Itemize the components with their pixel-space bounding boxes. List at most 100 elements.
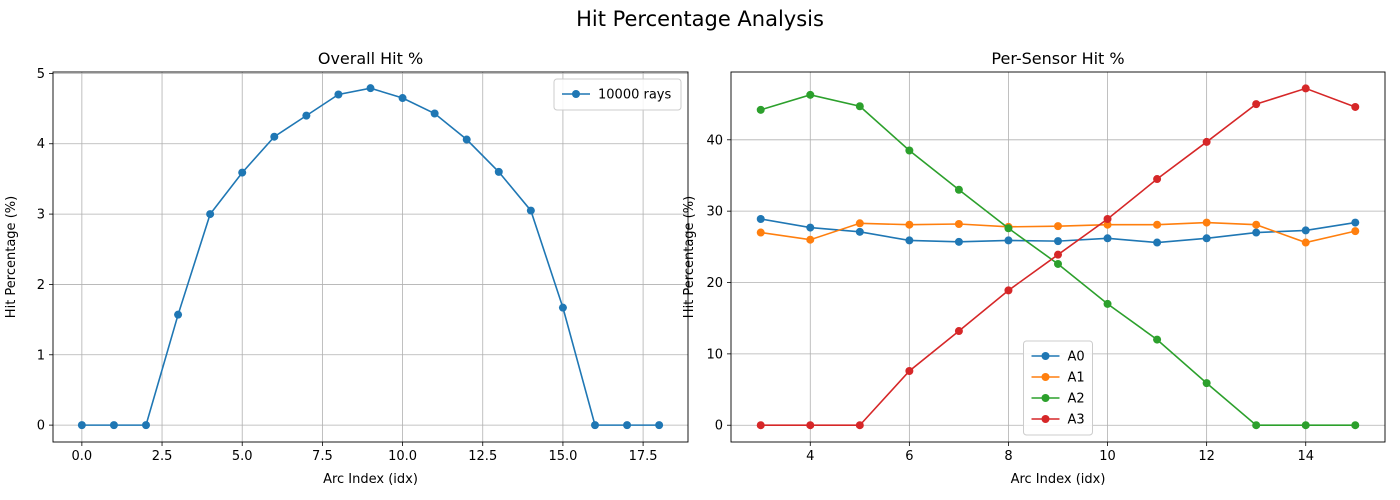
- legend-label: A2: [1068, 392, 1085, 407]
- data-point: [1202, 379, 1211, 388]
- plot-frame: [52, 71, 689, 443]
- data-point: [1301, 226, 1310, 235]
- data-point: [1153, 220, 1162, 229]
- legend-label: 10000 rays: [598, 88, 671, 103]
- legend-marker: [1041, 394, 1050, 402]
- data-point: [558, 303, 567, 312]
- y-axis-label: Hit Percentage (%): [682, 196, 697, 318]
- data-point: [1153, 238, 1162, 247]
- data-point: [855, 219, 864, 228]
- legend-box: [1023, 340, 1093, 436]
- y-tick-label: 0: [37, 419, 45, 434]
- data-point: [806, 90, 815, 99]
- data-point: [1202, 218, 1211, 227]
- data-point: [905, 366, 914, 375]
- data-point: [1351, 421, 1360, 430]
- data-point: [1252, 228, 1261, 237]
- data-point: [142, 421, 151, 430]
- x-tick-label: 12.5: [468, 449, 497, 464]
- x-tick-label: 7.5: [312, 449, 333, 464]
- data-point: [1103, 234, 1112, 243]
- x-tick-label: 0.0: [72, 449, 93, 464]
- data-point: [756, 228, 765, 237]
- data-point: [1153, 175, 1162, 184]
- data-point: [494, 167, 503, 176]
- data-point: [655, 421, 664, 430]
- y-tick-label: 3: [37, 208, 45, 223]
- y-tick-label: 0: [715, 419, 723, 434]
- data-point: [77, 421, 86, 430]
- data-point: [954, 185, 963, 194]
- data-point: [1004, 286, 1013, 295]
- data-point: [1252, 100, 1261, 109]
- data-point: [1351, 102, 1360, 111]
- data-point: [270, 132, 279, 141]
- data-point: [1252, 421, 1261, 430]
- legend: A0 A1 A2 A3: [1023, 340, 1093, 436]
- data-point: [1202, 137, 1211, 146]
- data-point: [905, 220, 914, 229]
- chart-overall-hit: 0.0 2.5 5.0 7.5 10.0 12.5 15.0 17.5 0 1 2 3 4 5 Overal…: [4, 49, 689, 487]
- y-tick-label: 20: [706, 276, 723, 291]
- data-point: [526, 206, 535, 215]
- series-line-10000-rays: [81, 87, 660, 426]
- chart-title: Overall Hit %: [318, 49, 423, 68]
- x-tick-label: 14: [1297, 449, 1314, 464]
- x-tick-label: 4: [806, 449, 814, 464]
- data-point: [806, 235, 815, 244]
- data-point: [1301, 421, 1310, 430]
- data-point: [430, 109, 439, 118]
- chart-per-sensor-hit: 4 6 8 10 12 14 0 10 20 30 40 Per-Sensor Hit % Arc In…: [682, 49, 1386, 487]
- data-point: [109, 421, 118, 430]
- data-point: [366, 84, 375, 93]
- data-point: [855, 421, 864, 430]
- data-point: [174, 310, 183, 319]
- y-tick-label: 4: [37, 137, 45, 152]
- data-point: [238, 168, 247, 177]
- data-point: [1301, 238, 1310, 247]
- legend-box: [553, 78, 682, 111]
- data-point: [1153, 335, 1162, 344]
- data-point: [1054, 237, 1062, 246]
- legend-marker: [1041, 415, 1050, 423]
- data-point: [1004, 224, 1013, 233]
- x-tick-label: 5.0: [232, 449, 253, 464]
- data-point: [1103, 299, 1112, 308]
- data-point: [855, 227, 864, 236]
- legend-label: A0: [1068, 350, 1085, 365]
- data-point: [334, 90, 343, 99]
- data-point: [954, 327, 963, 336]
- y-axis-label: Hit Percentage (%): [4, 196, 19, 318]
- data-point: [905, 236, 914, 245]
- x-tick-label: 6: [905, 449, 913, 464]
- x-axis-label: Arc Index (idx): [1011, 472, 1106, 487]
- data-point: [623, 421, 632, 430]
- y-tick-label: 10: [706, 347, 723, 362]
- legend-marker: [1041, 373, 1050, 381]
- data-point: [954, 219, 963, 228]
- y-tick-label: 40: [706, 133, 723, 148]
- data-point: [855, 102, 864, 111]
- data-point: [206, 210, 215, 219]
- data-point: [1202, 234, 1211, 243]
- data-point: [806, 223, 815, 232]
- data-point: [590, 421, 599, 430]
- data-point: [756, 105, 765, 114]
- data-point: [1301, 84, 1310, 93]
- data-point: [756, 421, 765, 430]
- data-point: [1054, 250, 1062, 259]
- y-tick-label: 5: [37, 67, 45, 82]
- x-tick-label: 10.0: [388, 449, 417, 464]
- x-tick-label: 12: [1198, 449, 1215, 464]
- legend-label: A1: [1068, 371, 1085, 386]
- figure-title: Hit Percentage Analysis: [576, 7, 824, 31]
- data-point: [302, 111, 311, 120]
- data-point: [905, 146, 914, 155]
- data-point: [954, 237, 963, 246]
- data-point: [462, 135, 471, 144]
- x-tick-label: 15.0: [548, 449, 577, 464]
- data-point: [1103, 220, 1112, 229]
- data-point: [1054, 222, 1062, 231]
- x-tick-label: 17.5: [629, 449, 658, 464]
- x-tick-label: 8: [1004, 449, 1012, 464]
